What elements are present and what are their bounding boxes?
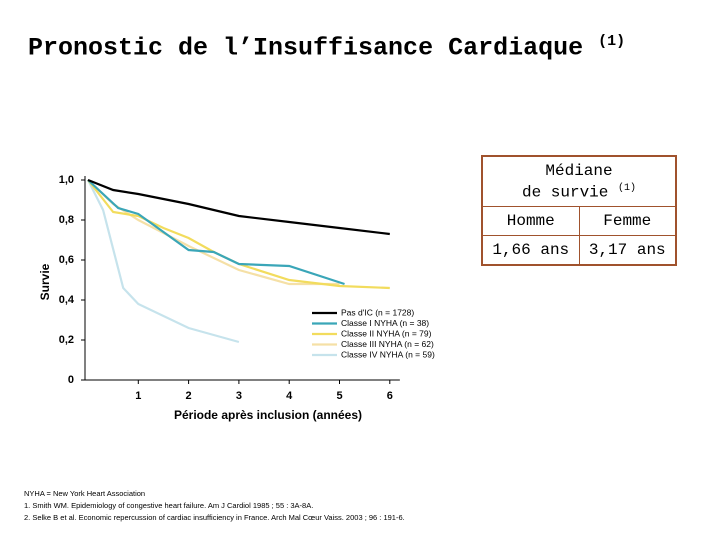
series-line — [87, 179, 345, 286]
series-line — [87, 179, 340, 286]
cell: 1,66 ans — [481, 235, 580, 266]
y-tick-label: 0,4 — [59, 294, 75, 306]
table-header: Médiane de survie (1) — [481, 155, 677, 208]
series-line — [87, 179, 390, 290]
legend-label: Classe IV NYHA (n = 59) — [341, 349, 435, 359]
y-tick-label: 0 — [68, 374, 74, 386]
x-tick-label: 5 — [336, 390, 342, 402]
column-header: Femme — [578, 206, 677, 237]
x-tick-label: 1 — [135, 390, 141, 402]
x-tick-label: 6 — [387, 390, 393, 402]
header-ref: (1) — [618, 183, 637, 194]
column-header: Homme — [481, 206, 580, 237]
x-axis-label: Période après inclusion (années) — [174, 408, 362, 422]
footnote: 2. Selke B et al. Economic repercussion … — [24, 513, 405, 522]
x-tick-label: 3 — [236, 390, 242, 402]
title-ref: (1) — [598, 33, 626, 50]
legend-label: Pas d'IC (n = 1728) — [341, 307, 414, 317]
survival-table: Médiane de survie (1) Homme Femme 1,66 an… — [481, 155, 677, 267]
footnote: NYHA = New York Heart Association — [24, 489, 146, 498]
series-line — [87, 179, 240, 344]
y-tick-label: 1,0 — [59, 174, 74, 186]
footnote: 1. Smith WM. Epidemiology of congestive … — [24, 501, 314, 510]
title-text: Pronostic de l’Insuffisance Cardiaque — [28, 33, 584, 63]
x-tick-label: 4 — [286, 390, 293, 402]
y-tick-label: 0,6 — [59, 254, 74, 266]
title: Pronostic de l’Insuffisance Cardiaque (1… — [28, 26, 625, 64]
legend-label: Classe II NYHA (n = 79) — [341, 328, 432, 338]
cell: 3,17 ans — [578, 235, 677, 266]
series-line — [87, 178, 390, 236]
legend-label: Classe I NYHA (n = 38) — [341, 318, 429, 328]
legend-label: Classe III NYHA (n = 62) — [341, 339, 434, 349]
y-axis-label: Survie — [38, 263, 52, 300]
header-text: Médiane de survie — [521, 162, 613, 202]
y-tick-label: 0,8 — [59, 214, 74, 226]
y-tick-label: 0,2 — [59, 334, 74, 346]
x-tick-label: 2 — [186, 390, 192, 402]
footnotes: NYHA = New York Heart Association 1. Smi… — [24, 488, 405, 524]
